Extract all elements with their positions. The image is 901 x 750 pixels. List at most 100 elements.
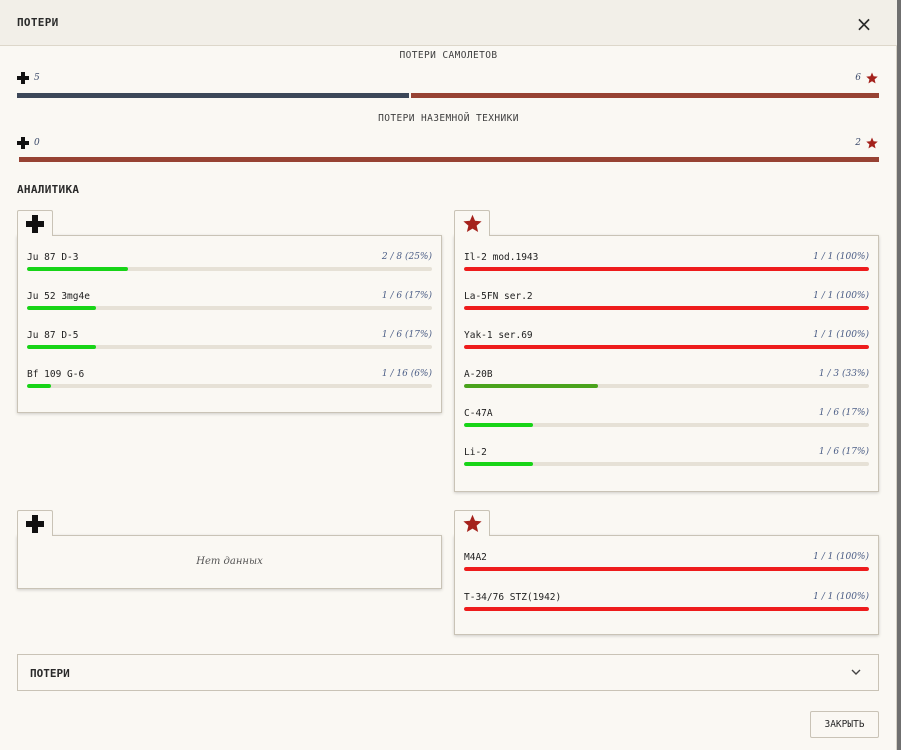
item-name: Ju 87 D-5 (27, 330, 79, 341)
item-stat: 1 / 16 (6%) (381, 369, 432, 379)
aircraft-losses-title: ПОТЕРИ САМОЛЕТОВ (399, 50, 498, 61)
list-item: Li-2 1 / 6 (17%) (464, 447, 869, 477)
progress-track (464, 345, 869, 349)
star-icon (462, 214, 482, 233)
list-item: A-20B 1 / 3 (33%) (464, 369, 869, 399)
allied-ground-panel: M4A2 1 / 1 (100%) T-34/76 STZ(1942) 1 / 1 (… (454, 535, 879, 635)
dialog-title: ПОТЕРИ (17, 16, 59, 29)
progress-fill (464, 267, 869, 271)
progress-track (27, 384, 432, 388)
aircraft-allied-portion (410, 93, 879, 98)
list-item: Ju 52 3mg4e 1 / 6 (17%) (27, 291, 432, 321)
progress-track (464, 567, 869, 571)
progress-fill (27, 267, 129, 271)
ratio-divider (408, 93, 411, 98)
aircraft-axis-count: 5 (17, 72, 40, 84)
cross-icon (17, 137, 29, 149)
star-icon (866, 137, 878, 149)
item-name: M4A2 (464, 552, 487, 563)
losses-accordion[interactable]: ПОТЕРИ (17, 654, 879, 691)
ratio-divider (17, 157, 19, 162)
item-name: T-34/76 STZ(1942) (464, 592, 562, 603)
item-name: Bf 109 G-6 (27, 369, 85, 380)
ground-losses-title: ПОТЕРИ НАЗЕМНОЙ ТЕХНИКИ (378, 113, 519, 124)
item-stat: 1 / 6 (17%) (381, 330, 432, 340)
item-stat: 1 / 6 (17%) (818, 447, 869, 457)
ground-axis-count: 0 (17, 137, 40, 149)
allied-ground-tab[interactable] (454, 510, 490, 536)
progress-fill (464, 462, 533, 466)
progress-fill (464, 607, 869, 611)
chevron-down-icon (851, 669, 861, 675)
item-name: Il-2 mod.1943 (464, 252, 539, 263)
item-stat: 1 / 1 (100%) (813, 291, 869, 301)
list-item: Ju 87 D-5 1 / 6 (17%) (27, 330, 432, 360)
progress-fill (27, 345, 96, 349)
close-button[interactable]: ЗАКРЫТЬ (810, 711, 879, 738)
progress-track (464, 607, 869, 611)
cross-icon (17, 72, 29, 84)
ground-allied-count: 2 (855, 137, 878, 149)
axis-ground-tab[interactable] (17, 510, 53, 536)
progress-track (464, 423, 869, 427)
list-item: La-5FN ser.2 1 / 1 (100%) (464, 291, 869, 321)
progress-track (27, 267, 432, 271)
allied-aircraft-tab[interactable] (454, 210, 490, 236)
star-icon (462, 514, 482, 533)
cross-icon (26, 514, 44, 533)
progress-fill (27, 306, 96, 310)
item-stat: 1 / 1 (100%) (813, 330, 869, 340)
close-icon[interactable]: × (855, 12, 873, 36)
item-stat: 1 / 1 (100%) (813, 552, 869, 562)
list-item: C-47A 1 / 6 (17%) (464, 408, 869, 438)
progress-track (27, 345, 432, 349)
item-stat: 1 / 3 (33%) (818, 369, 869, 379)
allied-aircraft-panel: Il-2 mod.1943 1 / 1 (100%) La-5FN ser.2 1 /… (454, 235, 879, 492)
item-name: Li-2 (464, 447, 487, 458)
aircraft-allied-count: 6 (855, 72, 878, 84)
item-name: C-47A (464, 408, 493, 419)
ground-losses-ratio-bar (17, 157, 879, 162)
axis-ground-panel: Нет данных (17, 535, 442, 589)
aircraft-allied-count-value: 6 (855, 73, 861, 83)
item-name: A-20B (464, 369, 493, 380)
progress-fill (464, 384, 598, 388)
item-stat: 1 / 1 (100%) (813, 592, 869, 602)
progress-fill (27, 384, 52, 388)
cross-icon (26, 214, 44, 233)
list-item: M4A2 1 / 1 (100%) (464, 552, 869, 582)
progress-track (464, 462, 869, 466)
list-item: Ju 87 D-3 2 / 8 (25%) (27, 252, 432, 282)
progress-track (464, 267, 869, 271)
ground-axis-count-value: 0 (34, 138, 40, 148)
axis-aircraft-panel: Ju 87 D-3 2 / 8 (25%) Ju 52 3mg4e 1 / 6 (17… (17, 235, 442, 413)
list-item: Bf 109 G-6 1 / 16 (6%) (27, 369, 432, 399)
ground-allied-count-value: 2 (855, 138, 861, 148)
no-data-text: Нет данных (196, 556, 263, 567)
item-name: Ju 52 3mg4e (27, 291, 90, 302)
axis-aircraft-tab[interactable] (17, 210, 53, 236)
progress-fill (464, 423, 533, 427)
item-name: Yak-1 ser.69 (464, 330, 533, 341)
list-item: T-34/76 STZ(1942) 1 / 1 (100%) (464, 592, 869, 622)
list-item: Yak-1 ser.69 1 / 1 (100%) (464, 330, 869, 360)
progress-track (464, 306, 869, 310)
progress-fill (464, 345, 869, 349)
item-name: La-5FN ser.2 (464, 291, 533, 302)
item-stat: 1 / 6 (17%) (818, 408, 869, 418)
accordion-label: ПОТЕРИ (30, 667, 70, 680)
aircraft-losses-ratio-bar (17, 93, 879, 98)
item-name: Ju 87 D-3 (27, 252, 79, 263)
progress-fill (464, 567, 869, 571)
aircraft-axis-count-value: 5 (34, 73, 40, 83)
analytics-title: АНАЛИТИКА (17, 183, 80, 196)
progress-track (27, 306, 432, 310)
progress-fill (464, 306, 869, 310)
ground-allied-portion (19, 157, 879, 162)
item-stat: 2 / 8 (25%) (381, 252, 432, 262)
star-icon (866, 72, 878, 84)
item-stat: 1 / 1 (100%) (813, 252, 869, 262)
aircraft-axis-portion (17, 93, 409, 98)
dialog-header: ПОТЕРИ × (0, 0, 897, 46)
